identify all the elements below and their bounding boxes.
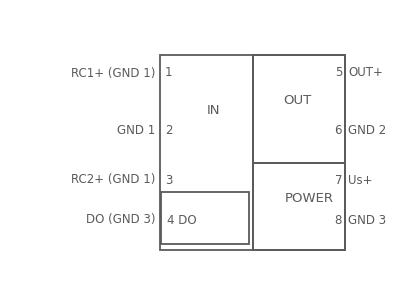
Text: 1: 1	[165, 67, 172, 80]
Bar	[253, 55, 345, 163]
Text: 8: 8	[335, 214, 342, 226]
Text: POWER: POWER	[285, 191, 334, 205]
Bar	[161, 192, 249, 244]
Text: GND 1: GND 1	[117, 124, 155, 136]
Text: RC2+ (GND 1): RC2+ (GND 1)	[71, 173, 155, 187]
Text: GND 2: GND 2	[348, 124, 386, 136]
Text: IN: IN	[207, 103, 220, 116]
Text: 3: 3	[165, 173, 172, 187]
Text: DO (GND 3): DO (GND 3)	[86, 214, 155, 226]
Text: 4 DO: 4 DO	[167, 214, 197, 226]
Text: Us+: Us+	[348, 173, 372, 187]
Text: RC1+ (GND 1): RC1+ (GND 1)	[71, 67, 155, 80]
Text: 2: 2	[165, 124, 172, 136]
Text: OUT+: OUT+	[348, 67, 383, 80]
Bar	[160, 55, 345, 250]
Text: 5: 5	[335, 67, 342, 80]
Text: OUT: OUT	[283, 94, 311, 106]
Bar	[253, 163, 345, 250]
Text: 7: 7	[334, 173, 342, 187]
Text: GND 3: GND 3	[348, 214, 386, 226]
Text: 6: 6	[334, 124, 342, 136]
